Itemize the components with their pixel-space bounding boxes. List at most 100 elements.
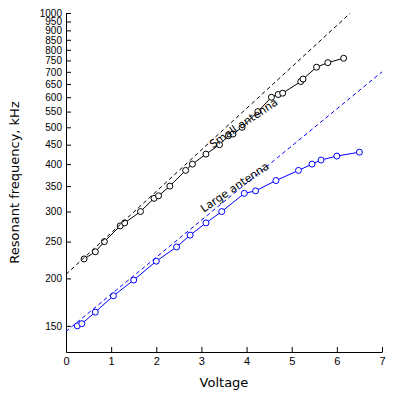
data-point (280, 90, 286, 96)
y-tick-mark (66, 164, 71, 165)
y-tick-label: 700 (45, 67, 62, 78)
x-tick-label: 1 (109, 355, 115, 367)
x-tick-mark (156, 347, 157, 352)
y-tick: 550 (45, 106, 71, 117)
x-tick-label: 4 (244, 355, 250, 367)
data-point (325, 60, 331, 66)
y-tick-label: 750 (45, 55, 62, 66)
x-tick-mark (247, 347, 248, 352)
data-point (334, 153, 340, 159)
data-point (203, 220, 209, 226)
y-tick-mark (66, 186, 71, 187)
y-tick: 850 (45, 35, 71, 46)
y-tick-label: 650 (45, 79, 62, 90)
y-tick-mark (66, 127, 71, 128)
y-tick-label: 500 (45, 122, 62, 133)
y-tick: 300 (45, 206, 71, 217)
x-tick-label: 3 (199, 355, 205, 367)
y-tick-mark (66, 13, 71, 14)
y-tick-label: 600 (45, 92, 62, 103)
data-point (356, 149, 362, 155)
y-tick-mark (66, 112, 71, 113)
x-tick: 2 (154, 347, 160, 367)
y-tick: 650 (45, 79, 71, 90)
data-point (253, 188, 259, 194)
x-tick-mark (382, 347, 383, 352)
plot: 0 1 2 3 4 5 6 7 150 200 250 300 350 400 450 500 550 600 65… (40, 8, 386, 367)
y-tick: 450 (45, 139, 71, 150)
y-tick-label: 450 (45, 139, 62, 150)
chart: 0 1 2 3 4 5 6 7 150 200 250 300 350 400 450 500 550 600 65… (0, 0, 396, 393)
data-point (81, 256, 87, 262)
data-point (174, 244, 180, 250)
y-tick-label: 350 (45, 181, 62, 192)
data-point (92, 309, 98, 315)
y-tick-label: 1000 (40, 8, 63, 19)
y-tick: 200 (45, 273, 71, 284)
data-point (79, 321, 85, 327)
y-tick-label: 200 (45, 273, 62, 284)
x-tick-mark (201, 347, 202, 352)
y-tick-label: 400 (45, 159, 62, 170)
data-point (309, 161, 315, 167)
series-line (66, 13, 350, 274)
y-tick-mark (66, 40, 71, 41)
data-point (295, 167, 301, 173)
data-point (341, 55, 347, 61)
x-axis: 0 1 2 3 4 5 6 7 (63, 347, 385, 367)
data-point (187, 232, 193, 238)
y-tick: 600 (45, 92, 71, 103)
data-point (137, 209, 143, 215)
data-point (241, 190, 247, 196)
data-point (167, 183, 173, 189)
x-tick: 7 (379, 347, 385, 367)
x-tick-mark (292, 347, 293, 352)
y-tick: 400 (45, 159, 71, 170)
y-tick-mark (66, 326, 71, 327)
x-tick: 1 (109, 347, 115, 367)
y-tick-mark (66, 21, 71, 22)
series-group (66, 13, 382, 331)
y-tick: 500 (45, 122, 71, 133)
x-tick-label: 5 (289, 355, 295, 367)
y-tick-mark (66, 60, 71, 61)
x-axis-title: Voltage (200, 375, 249, 390)
data-point (156, 193, 162, 199)
y-tick-label: 250 (45, 236, 62, 247)
y-tick-label: 550 (45, 106, 62, 117)
y-tick-mark (66, 212, 71, 213)
series-line (66, 72, 382, 332)
y-tick: 750 (45, 55, 71, 66)
data-point (314, 64, 320, 70)
x-tick: 6 (334, 347, 340, 367)
x-tick-label: 2 (154, 355, 160, 367)
y-tick-label: 150 (45, 321, 62, 332)
y-axis-line (66, 14, 67, 353)
y-tick-mark (66, 242, 71, 243)
y-tick: 350 (45, 181, 71, 192)
x-tick-label: 0 (63, 355, 69, 367)
x-tick: 4 (244, 347, 250, 367)
y-tick: 700 (45, 67, 71, 78)
y-tick-label: 800 (45, 44, 62, 55)
series-line (84, 58, 344, 259)
data-point (273, 178, 279, 184)
y-tick-mark (66, 72, 71, 73)
x-tick-label: 7 (379, 355, 385, 367)
y-axis: 1502002503003504004505005506006507007508… (40, 8, 71, 353)
data-point (189, 161, 195, 167)
data-point (203, 151, 209, 157)
data-point (300, 76, 306, 82)
x-tick-mark (337, 347, 338, 352)
y-axis-title: Resonant frequency, kHz (7, 101, 22, 264)
series-line (77, 152, 359, 326)
y-tick-label: 850 (45, 35, 62, 46)
x-tick: 5 (289, 347, 295, 367)
y-tick-mark (66, 84, 71, 85)
data-point (318, 157, 324, 163)
x-tick-label: 6 (334, 355, 340, 367)
y-tick-label: 300 (45, 206, 62, 217)
data-point (183, 167, 189, 173)
y-tick: 1000 (40, 8, 71, 19)
y-tick-mark (66, 50, 71, 51)
